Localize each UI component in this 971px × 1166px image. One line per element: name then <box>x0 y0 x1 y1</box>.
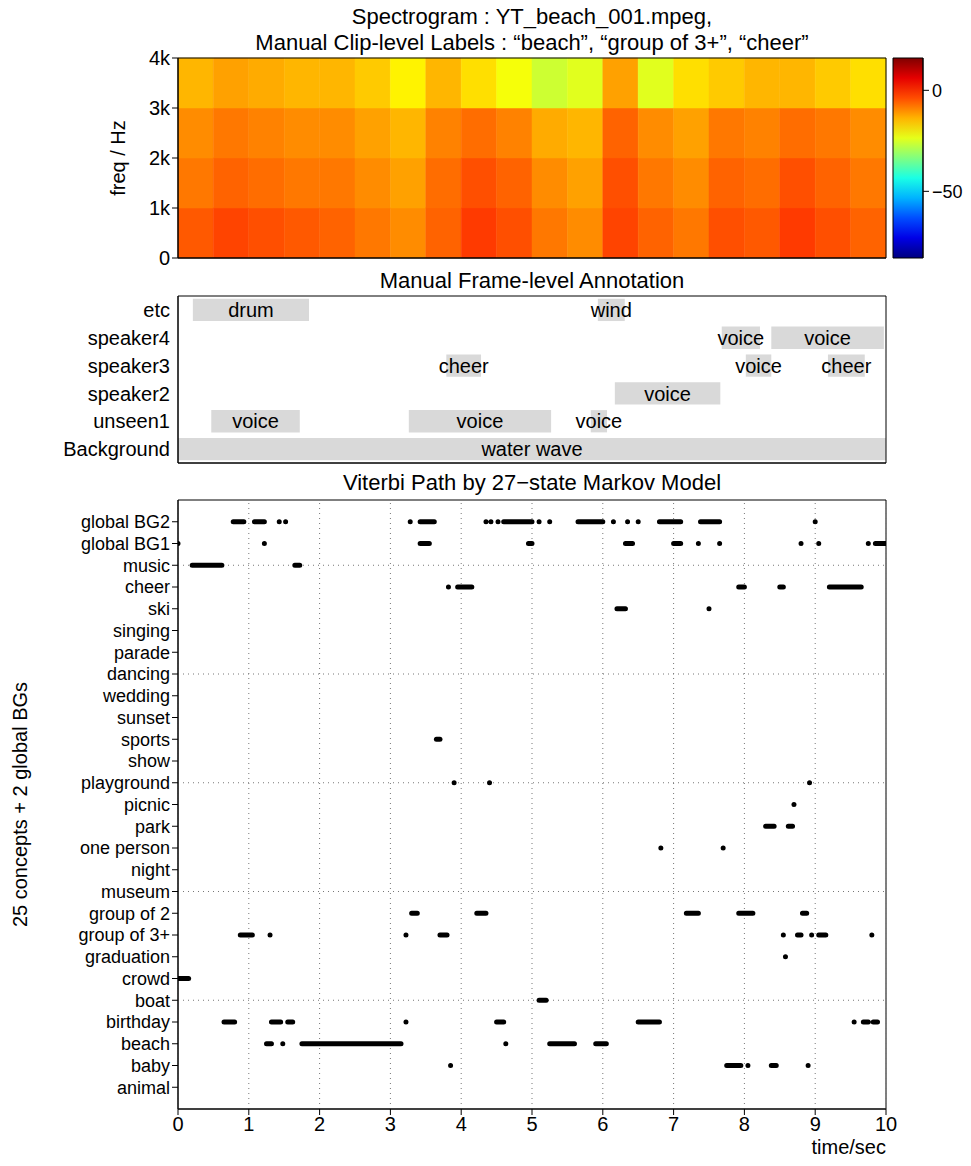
html-text:Manual Clip-level Labels : “be: Manual Clip-level Labels : “beach”, “gro… <box>255 30 809 55</box>
svg-text:wind: wind <box>590 299 632 321</box>
svg-text:voice: voice <box>718 327 765 349</box>
svg-text:voice: voice <box>576 410 623 432</box>
svg-text:park: park <box>135 817 171 837</box>
svg-text:voice: voice <box>644 383 691 405</box>
svg-text:voice: voice <box>735 355 782 377</box>
svg-text:music: music <box>123 556 170 576</box>
svg-text:crowd: crowd <box>122 969 170 989</box>
html-text:Viterbi Path by 27−state Marko: Viterbi Path by 27−state Markov Model <box>343 470 721 495</box>
svg-text:speaker3: speaker3 <box>88 355 170 377</box>
svg-text:voice: voice <box>232 410 279 432</box>
svg-text:0: 0 <box>159 247 170 269</box>
svg-text:voice: voice <box>457 410 504 432</box>
svg-text:night: night <box>131 860 170 880</box>
svg-text:parade: parade <box>114 643 170 663</box>
svg-text:2: 2 <box>314 1113 325 1135</box>
svg-text:group of 2: group of 2 <box>89 904 170 924</box>
svg-text:8: 8 <box>739 1113 750 1135</box>
svg-text:6: 6 <box>597 1113 608 1135</box>
svg-text:animal: animal <box>117 1078 170 1098</box>
svg-text:wedding: wedding <box>102 686 170 706</box>
svg-text:3: 3 <box>385 1113 396 1135</box>
svg-text:ski: ski <box>148 599 170 619</box>
svg-text:baby: baby <box>131 1056 170 1076</box>
svg-text:0: 0 <box>172 1113 183 1135</box>
svg-text:birthday: birthday <box>106 1012 170 1032</box>
svg-text:voice: voice <box>804 327 851 349</box>
svg-text:one person: one person <box>80 838 170 858</box>
svg-text:5: 5 <box>526 1113 537 1135</box>
svg-text:7: 7 <box>668 1113 679 1135</box>
svg-text:4: 4 <box>456 1113 467 1135</box>
svg-text:sunset: sunset <box>117 708 170 728</box>
svg-text:cheer: cheer <box>439 355 489 377</box>
html-text:Manual Frame-level Annotation: Manual Frame-level Annotation <box>379 268 685 293</box>
html-text:Spectrogram : YT_beach_001.mpe: Spectrogram : YT_beach_001.mpeg, <box>351 4 713 29</box>
svg-text:cheer: cheer <box>125 577 170 597</box>
svg-text:global BG1: global BG1 <box>81 534 170 554</box>
svg-text:playground: playground <box>81 773 170 793</box>
svg-text:water wave: water wave <box>480 438 582 460</box>
svg-text:group of 3+: group of 3+ <box>78 925 170 945</box>
svg-text:unseen1: unseen1 <box>93 410 170 432</box>
svg-text:−50: −50 <box>932 182 963 202</box>
svg-text:show: show <box>128 751 171 771</box>
svg-text:speaker2: speaker2 <box>88 383 170 405</box>
svg-text:sports: sports <box>121 730 170 750</box>
svg-text:global BG2: global BG2 <box>81 512 170 532</box>
svg-text:cheer: cheer <box>821 355 871 377</box>
svg-text:singing: singing <box>113 621 170 641</box>
svg-text:25 concepts + 2 global BGs: 25 concepts + 2 global BGs <box>9 682 31 927</box>
svg-text:1: 1 <box>243 1113 254 1135</box>
svg-text:dancing: dancing <box>107 664 170 684</box>
svg-text:speaker4: speaker4 <box>88 327 170 349</box>
svg-text:time/sec: time/sec <box>812 1136 886 1158</box>
svg-text:4k: 4k <box>149 47 171 69</box>
svg-text:beach: beach <box>121 1034 170 1054</box>
svg-text:Background: Background <box>63 438 170 460</box>
svg-text:freq / Hz: freq / Hz <box>107 120 129 196</box>
svg-text:museum: museum <box>101 882 170 902</box>
svg-text:1k: 1k <box>149 197 171 219</box>
svg-text:2k: 2k <box>149 147 171 169</box>
svg-text:0: 0 <box>932 81 942 101</box>
svg-text:drum: drum <box>228 299 274 321</box>
svg-text:etc: etc <box>143 299 170 321</box>
svg-text:9: 9 <box>810 1113 821 1135</box>
svg-text:3k: 3k <box>149 97 171 119</box>
svg-text:graduation: graduation <box>85 947 170 967</box>
svg-text:picnic: picnic <box>124 795 170 815</box>
svg-text:10: 10 <box>875 1113 897 1135</box>
svg-text:boat: boat <box>135 991 170 1011</box>
